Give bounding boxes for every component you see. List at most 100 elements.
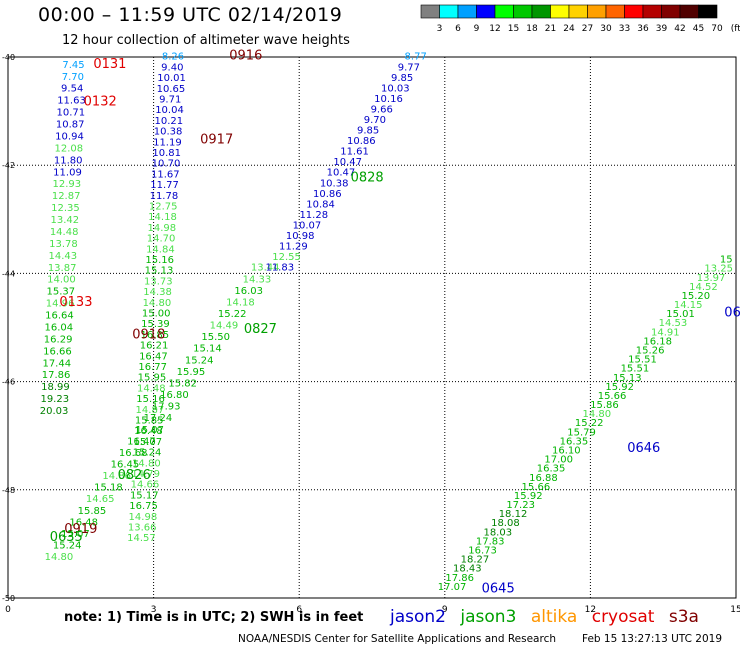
x-tick-label: 3	[151, 605, 157, 615]
swh-value-label: 16.64	[45, 311, 74, 322]
swh-value-label: 14.87	[136, 405, 165, 416]
swh-value-label: 14.00	[47, 275, 76, 286]
swh-value-label: 8.77	[405, 52, 427, 63]
swh-value-label: 15.95	[177, 367, 206, 378]
swh-value-label: 15.16	[136, 394, 165, 405]
swh-value-label: 11.83	[265, 263, 294, 274]
swh-value-label: 15.13	[145, 266, 174, 277]
swh-value-label: 17.24	[144, 413, 173, 424]
swh-value-label: 12.35	[51, 203, 80, 214]
scale-label: 3	[437, 24, 443, 34]
swh-value-label: 16.47	[139, 351, 168, 362]
swh-value-label: 16.75	[129, 501, 158, 512]
plot-frame	[7, 56, 737, 599]
scale-label: 45	[693, 24, 704, 34]
swh-value-label: 15	[720, 255, 733, 266]
swh-value-label: 14.84	[146, 244, 175, 255]
pass-label: 0918	[132, 327, 165, 342]
scale-label: 15	[508, 24, 519, 34]
swh-value-label: 14.80	[45, 552, 74, 563]
swh-value-label: 17.83	[476, 536, 505, 547]
scale-label: 9	[474, 24, 480, 34]
swh-value-label: 14.98	[147, 223, 176, 234]
swh-value-label: 20.03	[40, 406, 69, 417]
swh-value-label: 11.29	[279, 242, 308, 253]
swh-value-label: 16.77	[138, 362, 167, 373]
swh-value-label: 15.07	[135, 425, 164, 436]
swh-value-label: 9.85	[357, 126, 379, 137]
pass-label: 0132	[84, 95, 117, 110]
x-tick-label: 6	[296, 605, 302, 615]
pass-label: 0645	[482, 582, 515, 597]
pass-label: 0917	[200, 133, 233, 148]
swh-value-label: 17.86	[42, 370, 71, 381]
swh-value-label: 14.65	[86, 494, 115, 505]
swh-value-label: 12.75	[149, 202, 178, 213]
swh-value-label: 9.71	[159, 95, 181, 106]
swh-value-label: 15.24	[133, 448, 162, 459]
swh-value-label: 10.98	[286, 231, 315, 242]
swh-value-label: 15.82	[168, 378, 197, 389]
swh-value-label: 16.18	[643, 336, 672, 347]
y-tick-label: -48	[2, 486, 15, 495]
swh-value-label: 15.18	[94, 483, 123, 494]
swh-value-label: 9.54	[61, 84, 83, 95]
swh-value-label: 15.39	[141, 319, 170, 330]
swh-value-label: 14.57	[127, 533, 156, 544]
swh-value-label: 15.85	[135, 415, 164, 426]
swh-value-label: 18.99	[41, 382, 70, 393]
swh-value-label: 15.22	[218, 309, 247, 320]
scale-label: 70	[711, 24, 723, 34]
swh-value-label: 14.96	[46, 299, 75, 310]
legend-jason3: jason3	[460, 607, 517, 627]
legend-altika: altika	[530, 607, 578, 627]
y-tick-label: -40	[2, 53, 15, 62]
swh-value-label: 15.22	[575, 418, 604, 429]
swh-value-label: 18.12	[499, 509, 528, 520]
scale-label: 42	[674, 24, 685, 34]
pass-label: 0131	[93, 57, 126, 72]
swh-value-label: 14.80	[132, 458, 161, 469]
swh-value-label: 12.55	[272, 252, 301, 263]
swh-value-label: 10.04	[155, 105, 184, 116]
legend-jason2: jason2	[390, 607, 446, 627]
swh-value-label: 11.77	[150, 180, 179, 191]
swh-value-label: 15.50	[201, 332, 230, 343]
swh-value-label: 10.87	[56, 120, 85, 131]
swh-value-label: 15.07	[61, 529, 90, 540]
swh-value-label: 9.40	[161, 62, 183, 73]
scale-label: 30	[600, 24, 612, 34]
swh-value-label: 10.84	[306, 199, 335, 210]
swh-value-label: 15.79	[567, 427, 596, 438]
swh-value-label: 17.07	[438, 582, 467, 593]
scale-label: 39	[656, 24, 668, 34]
swh-value-label: 15.85	[78, 506, 107, 517]
timestamp: Feb 15 13:27:13 UTC 2019	[582, 633, 722, 645]
swh-value-label: 14.53	[659, 318, 688, 329]
swh-value-label: 15.66	[522, 482, 551, 493]
scale-label: 6	[455, 24, 461, 34]
swh-value-label: 13.44	[251, 263, 280, 274]
swh-value-label: 13.87	[48, 263, 77, 274]
swh-value-label: 12.93	[53, 179, 82, 190]
swh-value-label: 14.33	[243, 274, 272, 285]
swh-value-label: 15.51	[621, 364, 650, 375]
swh-value-label: 10.71	[57, 108, 86, 119]
swh-value-label: 14.48	[137, 383, 166, 394]
footnote: note: 1) Time is in UTC; 2) SWH is in fe…	[64, 610, 364, 625]
scale-label: 21	[545, 24, 556, 34]
swh-value-label: 18.08	[491, 518, 520, 529]
swh-value-label: 10.70	[152, 159, 181, 170]
x-tick-label: 0	[5, 605, 11, 615]
swh-value-label: 10.38	[154, 127, 183, 138]
swh-value-label: 15.17	[130, 490, 159, 501]
swh-value-label: 16.48	[134, 426, 163, 437]
swh-value-label: 14.79	[131, 469, 160, 480]
swh-value-label: 13.78	[49, 239, 78, 250]
swh-value-label: 17.23	[506, 500, 535, 511]
scale-label: 33	[619, 24, 630, 34]
swh-value-label: 14.52	[689, 282, 718, 293]
swh-value-label: 14.91	[651, 327, 680, 338]
pass-label: 0133	[59, 295, 92, 310]
